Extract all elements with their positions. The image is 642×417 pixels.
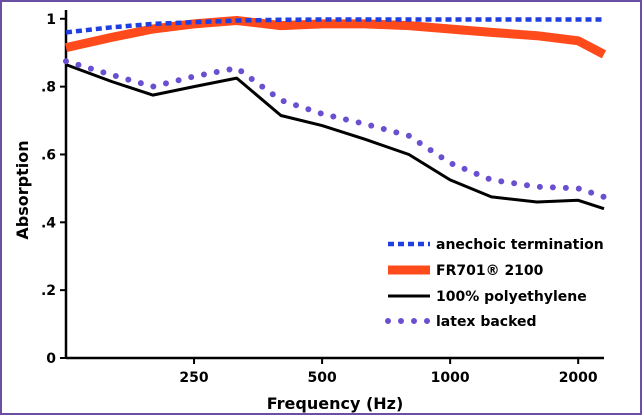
legend-label-2: 100% polyethylene [436, 289, 587, 305]
series-line-3 [63, 58, 607, 200]
y-tick-label: .8 [41, 80, 56, 96]
series-line-1 [65, 16, 607, 59]
y-tick-label: .2 [41, 283, 56, 299]
y-axis-title: Absorption [13, 140, 32, 239]
y-tick-label: .4 [41, 215, 56, 231]
legend-label-1: FR701® 2100 [436, 263, 544, 279]
x-tick-label: 1000 [431, 370, 470, 386]
x-axis-title: Frequency (Hz) [267, 394, 404, 413]
y-tick-label: .6 [41, 147, 56, 163]
x-tick-label: 2000 [559, 370, 598, 386]
y-tick-label: 0 [46, 351, 56, 367]
legend-label-0: anechoic termination [436, 237, 604, 253]
y-tick-label: 1 [46, 12, 56, 28]
x-tick-label: 250 [179, 370, 208, 386]
legend-label-3: latex backed [436, 314, 537, 330]
x-tick-label: 500 [307, 370, 336, 386]
series-line-2 [65, 63, 605, 211]
series-line-0 [65, 17, 604, 35]
